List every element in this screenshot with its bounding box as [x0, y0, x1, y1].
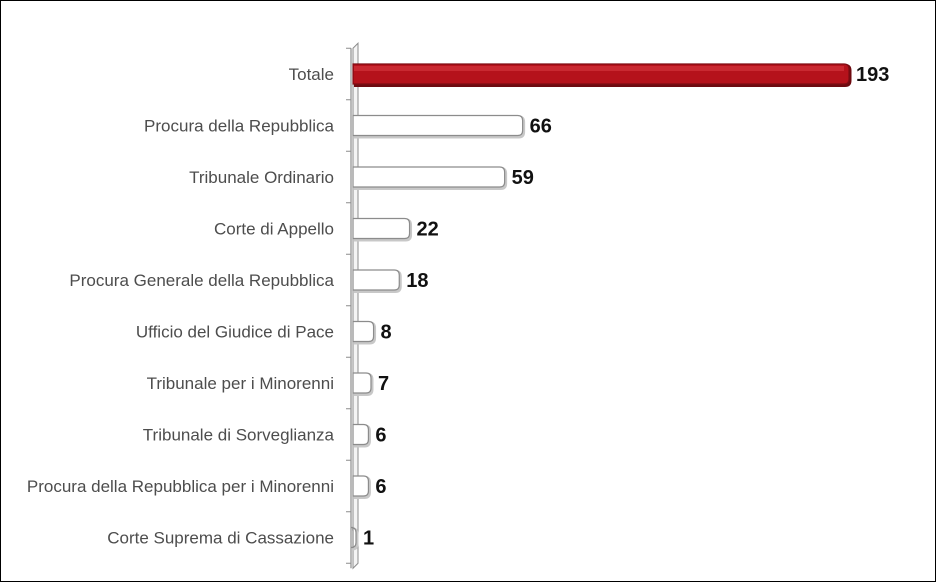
- bar-group: [350, 526, 359, 551]
- bar-group: [352, 475, 371, 499]
- bar: [352, 423, 370, 446]
- value-label: 66: [530, 116, 552, 138]
- bar: [352, 320, 375, 343]
- value-label: 1: [363, 528, 374, 550]
- bar-highlight: [354, 66, 844, 71]
- value-label: 18: [406, 270, 428, 292]
- bar-group: [352, 217, 413, 242]
- category-label: Procura della Repubblica: [144, 117, 334, 136]
- value-label: 59: [512, 167, 534, 189]
- bar: [352, 217, 411, 240]
- category-label: Tribunale di Sorveglianza: [143, 426, 335, 445]
- category-label: Procura Generale della Repubblica: [69, 271, 334, 290]
- value-label: 22: [417, 219, 439, 241]
- bar: [352, 269, 400, 291]
- value-label: 6: [375, 425, 386, 447]
- bar-group: [352, 320, 377, 345]
- bar-group: [352, 423, 371, 448]
- value-label: 193: [856, 64, 889, 86]
- bar-group: [352, 269, 402, 293]
- category-label: Ufficio del Giudice di Pace: [136, 323, 334, 342]
- bar: [352, 114, 524, 137]
- bar-group: [352, 63, 852, 87]
- category-label: Totale: [289, 65, 334, 84]
- bar: [350, 526, 357, 549]
- value-label: 6: [375, 476, 386, 498]
- bar-group: [352, 114, 526, 139]
- category-label: Corte Suprema di Cassazione: [107, 529, 334, 548]
- bar-group: [352, 372, 374, 396]
- value-label: 8: [381, 322, 392, 344]
- bar: [352, 475, 370, 497]
- bars-layer: [350, 63, 852, 551]
- category-label: Procura della Repubblica per i Minorenni: [27, 477, 334, 496]
- category-label: Corte di Appello: [214, 220, 334, 239]
- value-label: 7: [378, 373, 389, 395]
- category-label: Tribunale per i Minorenni: [147, 374, 334, 393]
- category-label: Tribunale Ordinario: [189, 168, 334, 187]
- bar-group: [352, 166, 508, 190]
- bar: [352, 166, 506, 188]
- bar: [352, 372, 372, 394]
